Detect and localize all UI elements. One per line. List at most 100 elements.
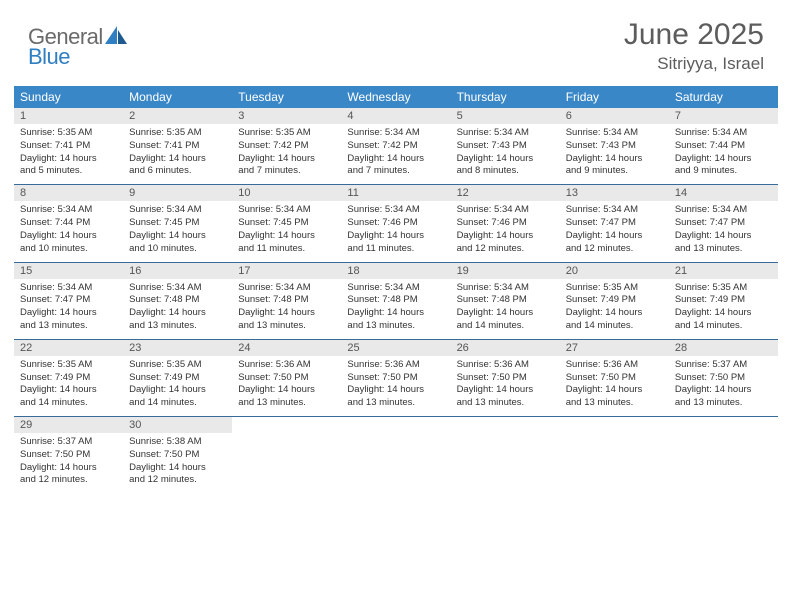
daylight-text: Daylight: 14 hours [675,153,772,166]
day-cell: 11Sunrise: 5:34 AMSunset: 7:46 PMDayligh… [341,185,450,261]
sunrise-text: Sunrise: 5:34 AM [129,282,226,295]
day-number: 1 [14,108,123,124]
day-body: Sunrise: 5:35 AMSunset: 7:49 PMDaylight:… [123,356,232,410]
sunset-text: Sunset: 7:43 PM [457,140,554,153]
sunset-text: Sunset: 7:49 PM [20,372,117,385]
sunrise-text: Sunrise: 5:37 AM [20,436,117,449]
week-row: 22Sunrise: 5:35 AMSunset: 7:49 PMDayligh… [14,340,778,417]
daylight-text: Daylight: 14 hours [457,384,554,397]
daylight-text: Daylight: 14 hours [566,153,663,166]
daylight-text: and 12 minutes. [566,243,663,256]
day-number: 25 [341,340,450,356]
day-body: Sunrise: 5:37 AMSunset: 7:50 PMDaylight:… [669,356,778,410]
sunrise-text: Sunrise: 5:34 AM [457,204,554,217]
day-header-row: Sunday Monday Tuesday Wednesday Thursday… [14,86,778,108]
daylight-text: and 13 minutes. [675,243,772,256]
day-header-thursday: Thursday [451,86,560,108]
day-cell: 5Sunrise: 5:34 AMSunset: 7:43 PMDaylight… [451,108,560,184]
daylight-text: Daylight: 14 hours [129,307,226,320]
daylight-text: Daylight: 14 hours [129,462,226,475]
daylight-text: Daylight: 14 hours [20,462,117,475]
day-number: 9 [123,185,232,201]
day-body: Sunrise: 5:34 AMSunset: 7:47 PMDaylight:… [560,201,669,255]
day-header-wednesday: Wednesday [341,86,450,108]
sunrise-text: Sunrise: 5:34 AM [675,204,772,217]
daylight-text: Daylight: 14 hours [675,230,772,243]
week-row: 29Sunrise: 5:37 AMSunset: 7:50 PMDayligh… [14,417,778,493]
day-cell: 8Sunrise: 5:34 AMSunset: 7:44 PMDaylight… [14,185,123,261]
day-number: 10 [232,185,341,201]
daylight-text: and 13 minutes. [20,320,117,333]
day-cell [232,417,341,493]
sunrise-text: Sunrise: 5:34 AM [566,204,663,217]
daylight-text: Daylight: 14 hours [20,153,117,166]
daylight-text: and 13 minutes. [457,397,554,410]
sunrise-text: Sunrise: 5:35 AM [129,127,226,140]
sunrise-text: Sunrise: 5:35 AM [129,359,226,372]
daylight-text: and 12 minutes. [129,474,226,487]
sunrise-text: Sunrise: 5:34 AM [457,282,554,295]
sunset-text: Sunset: 7:47 PM [20,294,117,307]
day-number: 16 [123,263,232,279]
sunrise-text: Sunrise: 5:34 AM [347,204,444,217]
sunrise-text: Sunrise: 5:35 AM [238,127,335,140]
day-cell: 27Sunrise: 5:36 AMSunset: 7:50 PMDayligh… [560,340,669,416]
sunset-text: Sunset: 7:50 PM [20,449,117,462]
day-cell: 1Sunrise: 5:35 AMSunset: 7:41 PMDaylight… [14,108,123,184]
day-body: Sunrise: 5:34 AMSunset: 7:46 PMDaylight:… [341,201,450,255]
week-row: 8Sunrise: 5:34 AMSunset: 7:44 PMDaylight… [14,185,778,262]
daylight-text: Daylight: 14 hours [347,384,444,397]
month-title: June 2025 [624,18,764,52]
day-cell: 25Sunrise: 5:36 AMSunset: 7:50 PMDayligh… [341,340,450,416]
sunset-text: Sunset: 7:47 PM [675,217,772,230]
sunrise-text: Sunrise: 5:34 AM [457,127,554,140]
day-body: Sunrise: 5:36 AMSunset: 7:50 PMDaylight:… [232,356,341,410]
sunrise-text: Sunrise: 5:34 AM [238,204,335,217]
day-cell: 24Sunrise: 5:36 AMSunset: 7:50 PMDayligh… [232,340,341,416]
day-number: 2 [123,108,232,124]
sunset-text: Sunset: 7:44 PM [675,140,772,153]
day-header-saturday: Saturday [669,86,778,108]
day-cell: 16Sunrise: 5:34 AMSunset: 7:48 PMDayligh… [123,263,232,339]
sunset-text: Sunset: 7:45 PM [238,217,335,230]
sunset-text: Sunset: 7:50 PM [566,372,663,385]
sunrise-text: Sunrise: 5:34 AM [347,282,444,295]
sunset-text: Sunset: 7:42 PM [347,140,444,153]
day-number: 6 [560,108,669,124]
day-cell: 15Sunrise: 5:34 AMSunset: 7:47 PMDayligh… [14,263,123,339]
daylight-text: Daylight: 14 hours [20,230,117,243]
day-cell: 3Sunrise: 5:35 AMSunset: 7:42 PMDaylight… [232,108,341,184]
sunset-text: Sunset: 7:41 PM [129,140,226,153]
day-cell: 13Sunrise: 5:34 AMSunset: 7:47 PMDayligh… [560,185,669,261]
day-body: Sunrise: 5:34 AMSunset: 7:44 PMDaylight:… [669,124,778,178]
day-cell: 18Sunrise: 5:34 AMSunset: 7:48 PMDayligh… [341,263,450,339]
daylight-text: Daylight: 14 hours [347,307,444,320]
daylight-text: and 10 minutes. [20,243,117,256]
daylight-text: and 12 minutes. [457,243,554,256]
day-header-tuesday: Tuesday [232,86,341,108]
day-body: Sunrise: 5:34 AMSunset: 7:47 PMDaylight:… [669,201,778,255]
day-number: 13 [560,185,669,201]
daylight-text: Daylight: 14 hours [20,384,117,397]
sunset-text: Sunset: 7:47 PM [566,217,663,230]
day-cell: 6Sunrise: 5:34 AMSunset: 7:43 PMDaylight… [560,108,669,184]
sunrise-text: Sunrise: 5:34 AM [129,204,226,217]
sunset-text: Sunset: 7:46 PM [457,217,554,230]
day-number: 30 [123,417,232,433]
day-cell [560,417,669,493]
sunset-text: Sunset: 7:45 PM [129,217,226,230]
day-body: Sunrise: 5:34 AMSunset: 7:45 PMDaylight:… [123,201,232,255]
day-cell: 14Sunrise: 5:34 AMSunset: 7:47 PMDayligh… [669,185,778,261]
daylight-text: Daylight: 14 hours [129,153,226,166]
daylight-text: Daylight: 14 hours [457,153,554,166]
day-cell: 26Sunrise: 5:36 AMSunset: 7:50 PMDayligh… [451,340,560,416]
daylight-text: Daylight: 14 hours [238,153,335,166]
day-cell: 7Sunrise: 5:34 AMSunset: 7:44 PMDaylight… [669,108,778,184]
sunrise-text: Sunrise: 5:37 AM [675,359,772,372]
day-body: Sunrise: 5:35 AMSunset: 7:49 PMDaylight:… [14,356,123,410]
sunrise-text: Sunrise: 5:36 AM [566,359,663,372]
daylight-text: Daylight: 14 hours [566,230,663,243]
brand-logo: General Blue [28,18,127,70]
day-number: 3 [232,108,341,124]
day-number: 28 [669,340,778,356]
